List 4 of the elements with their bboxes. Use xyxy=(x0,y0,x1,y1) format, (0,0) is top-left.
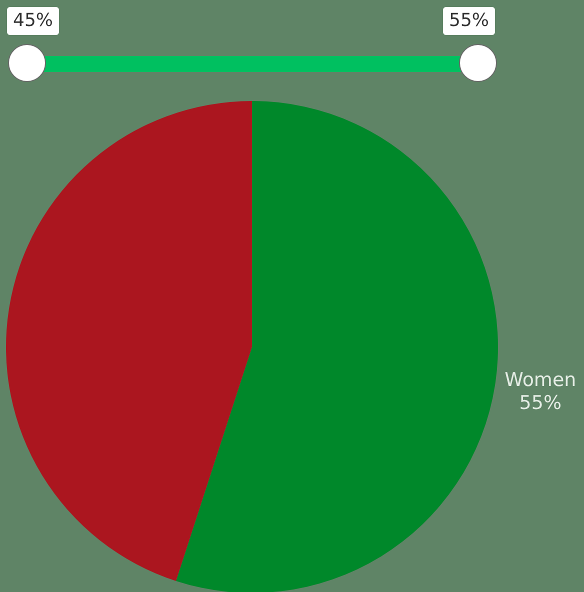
text: 45% xyxy=(7,7,60,35)
data-label: 55% xyxy=(519,392,562,414)
text: 55% xyxy=(443,7,496,35)
slice-label: Women xyxy=(504,369,576,392)
